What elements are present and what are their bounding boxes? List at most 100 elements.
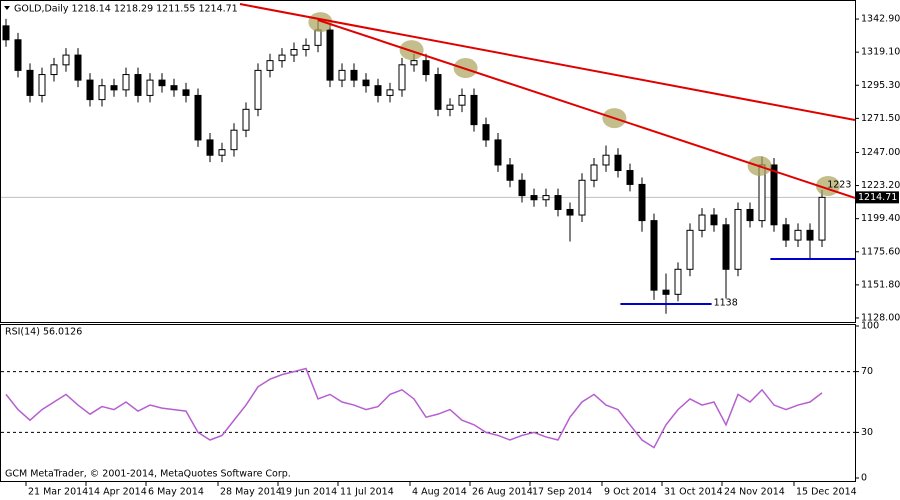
candle-body bbox=[494, 139, 502, 166]
candle-body bbox=[578, 179, 586, 216]
candle-body bbox=[362, 79, 370, 87]
candle-body bbox=[338, 69, 346, 81]
candle-body bbox=[518, 179, 526, 197]
candle-body bbox=[794, 229, 802, 241]
candle-body bbox=[422, 60, 430, 76]
annotation: 1223 bbox=[827, 179, 851, 190]
candle-body bbox=[506, 164, 514, 181]
candle-body bbox=[50, 64, 58, 76]
candle-body bbox=[614, 154, 622, 172]
candle-body bbox=[206, 139, 214, 156]
candle-body bbox=[134, 74, 142, 96]
y-tick-label: 1223.20 bbox=[861, 180, 900, 191]
candle-body bbox=[746, 208, 754, 222]
candle-body bbox=[710, 214, 718, 226]
candle-body bbox=[446, 104, 454, 110]
x-tick-label: 9 Oct 2014 bbox=[604, 487, 657, 498]
x-tick-label: 24 Nov 2014 bbox=[724, 487, 785, 498]
candle-body bbox=[326, 29, 334, 81]
candle-body bbox=[254, 69, 262, 110]
highlight bbox=[308, 12, 333, 33]
rsi-panel bbox=[0, 324, 856, 482]
candle-body bbox=[242, 108, 250, 131]
candle-body bbox=[482, 124, 490, 141]
candle-body bbox=[302, 44, 310, 51]
candle-body bbox=[350, 69, 358, 81]
price-panel bbox=[0, 0, 856, 323]
x-tick-label: 31 Oct 2014 bbox=[664, 487, 723, 498]
candle-body bbox=[650, 220, 658, 291]
candle-body bbox=[278, 54, 286, 62]
y-tick-label: 0 bbox=[861, 473, 867, 484]
trendline bbox=[317, 19, 855, 199]
x-tick-label: 14 Apr 2014 bbox=[88, 487, 147, 498]
candle-body bbox=[2, 25, 10, 41]
x-tick-label: 17 Sep 2014 bbox=[532, 487, 592, 498]
candle-body bbox=[14, 39, 22, 71]
x-tick-label: 26 Aug 2014 bbox=[472, 487, 533, 498]
x-tick-label: 4 Aug 2014 bbox=[412, 487, 467, 498]
y-tick-label: 1199.40 bbox=[861, 213, 900, 224]
y-tick-label: 1295.30 bbox=[861, 80, 900, 91]
y-tick-label: 70 bbox=[861, 366, 873, 377]
candle-body bbox=[26, 69, 34, 96]
candle-body bbox=[806, 229, 814, 241]
candle-body bbox=[86, 79, 94, 101]
candle-body bbox=[98, 85, 106, 101]
x-tick-label: 15 Dec 2014 bbox=[796, 487, 857, 498]
candle-body bbox=[410, 60, 418, 66]
last-price-label: 1214.71 bbox=[858, 192, 897, 203]
candle-body bbox=[398, 64, 406, 91]
candle-body bbox=[290, 49, 298, 56]
candle-body bbox=[218, 149, 226, 156]
candle-body bbox=[734, 208, 742, 270]
candle-body bbox=[314, 29, 322, 46]
price-title: GOLD,Daily 1218.14 1218.29 1211.55 1214.… bbox=[14, 4, 238, 15]
rsi-title: RSI(14) 56.0126 bbox=[5, 327, 82, 338]
y-tick-label: 1128.00 bbox=[861, 312, 900, 323]
candle-body bbox=[386, 89, 394, 96]
x-tick-label: 11 Jul 2014 bbox=[340, 487, 394, 498]
y-tick-label: 1175.60 bbox=[861, 246, 900, 257]
candle-body bbox=[674, 268, 682, 295]
candle-body bbox=[770, 164, 778, 226]
candle-body bbox=[662, 289, 670, 295]
candle-body bbox=[542, 195, 550, 201]
candle-body bbox=[230, 129, 238, 151]
candle-body bbox=[374, 85, 382, 96]
y-tick-label: 30 bbox=[861, 427, 873, 438]
candle-body bbox=[554, 195, 562, 210]
candle-body bbox=[74, 54, 82, 81]
candle-body bbox=[458, 94, 466, 106]
candle-body bbox=[722, 224, 730, 270]
level-label: 1138 bbox=[714, 298, 738, 309]
candle-body bbox=[62, 54, 70, 66]
x-tick-label: 28 May 2014 bbox=[220, 487, 282, 498]
candle-body bbox=[146, 79, 154, 96]
candle-body bbox=[158, 79, 166, 87]
candle-body bbox=[782, 224, 790, 241]
candle-body bbox=[470, 94, 478, 126]
candle-body bbox=[566, 208, 574, 216]
candle-body bbox=[122, 74, 130, 91]
candle-body bbox=[698, 214, 706, 231]
candle-body bbox=[194, 94, 202, 141]
candle-body bbox=[530, 195, 538, 201]
candle-body bbox=[590, 164, 598, 181]
candle-body bbox=[110, 85, 118, 91]
candle-body bbox=[626, 170, 634, 185]
candle-body bbox=[266, 60, 274, 71]
x-tick-label: 21 Mar 2014 bbox=[28, 487, 88, 498]
footer: GCM MetaTrader, © 2001-2014, MetaQuotes … bbox=[5, 469, 291, 480]
x-tick-label: 19 Jun 2014 bbox=[280, 487, 337, 498]
y-tick-label: 1271.50 bbox=[861, 113, 900, 124]
candle-body bbox=[434, 74, 442, 110]
y-tick-label: 100 bbox=[861, 321, 879, 332]
candle-body bbox=[602, 154, 610, 166]
candle-body bbox=[818, 196, 826, 241]
trendline bbox=[239, 3, 855, 122]
rsi-line bbox=[5, 367, 823, 449]
candle-body bbox=[182, 89, 190, 96]
last-price-box bbox=[855, 191, 899, 204]
